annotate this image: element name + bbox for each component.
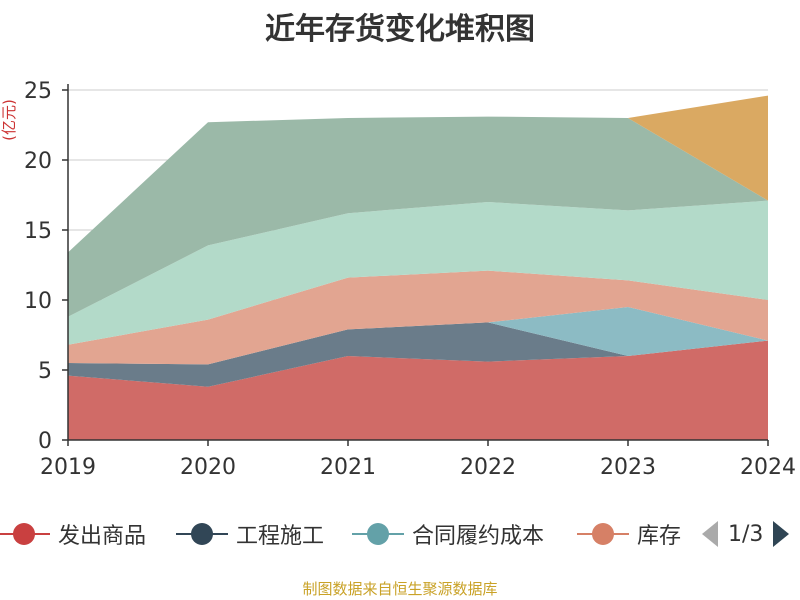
area-series-工程施工 [68, 322, 768, 387]
legend-item-heTongLvYueChengBen[interactable]: 合同履约成本 [352, 514, 544, 554]
x-tick-label: 2021 [320, 455, 376, 480]
legend-label: 发出商品 [58, 524, 147, 549]
pager-prev-icon[interactable] [700, 519, 720, 549]
legend-marker-icon [0, 523, 50, 545]
legend-marker-icon [176, 523, 228, 545]
pager-page-label: 1/3 [728, 521, 764, 547]
y-tick-label: 25 [24, 79, 52, 104]
legend-label: 工程施工 [236, 524, 325, 549]
y-axis-unit-label: (亿元) [0, 99, 18, 141]
y-tick-label: 20 [24, 149, 52, 174]
area-series-在产品 [68, 116, 768, 317]
legend-item-kuCun[interactable]: 库存 [577, 514, 681, 554]
area-series-发出商品 [68, 340, 768, 440]
legend-label: 合同履约成本 [412, 524, 545, 549]
source-note: 制图数据来自恒生聚源数据库 [302, 580, 498, 598]
area-series-其他 [68, 95, 768, 253]
area-series-库存 [68, 270, 768, 365]
pager-next-icon[interactable] [771, 519, 791, 549]
chart-plot: 0 5 10 15 20 25 2019 2020 2021 2022 2023 2024 (亿元) [0, 79, 796, 480]
y-tick-label: 0 [38, 429, 52, 454]
axes: 0 5 10 15 20 25 2019 2020 2021 2022 2023 2024 [24, 79, 796, 480]
y-tick-label: 5 [38, 359, 52, 384]
stacked-areas [68, 95, 768, 440]
legend-marker-icon [352, 523, 404, 545]
legend: 发出商品 工程施工 合同履约成本 库存 1/3 [0, 514, 800, 554]
legend-label: 库存 [637, 524, 682, 549]
x-tick-label: 2022 [460, 455, 516, 480]
legend-marker-icon [577, 523, 629, 545]
x-tick-label: 2020 [180, 455, 236, 480]
y-tick-label: 15 [24, 219, 52, 244]
chart-title: 近年存货变化堆积图 [265, 12, 535, 47]
legend-pager: 1/3 [700, 514, 791, 554]
legend-item-gongChengShiGong[interactable]: 工程施工 [176, 514, 324, 554]
y-tick-label: 10 [24, 289, 52, 314]
legend-item-faChuShangPin[interactable]: 发出商品 [0, 514, 146, 554]
x-tick-label: 2024 [740, 455, 796, 480]
area-series-原材料 [68, 200, 768, 345]
area-series-合同履约成本 [68, 307, 768, 365]
x-tick-label: 2023 [600, 455, 656, 480]
x-tick-label: 2019 [40, 455, 96, 480]
